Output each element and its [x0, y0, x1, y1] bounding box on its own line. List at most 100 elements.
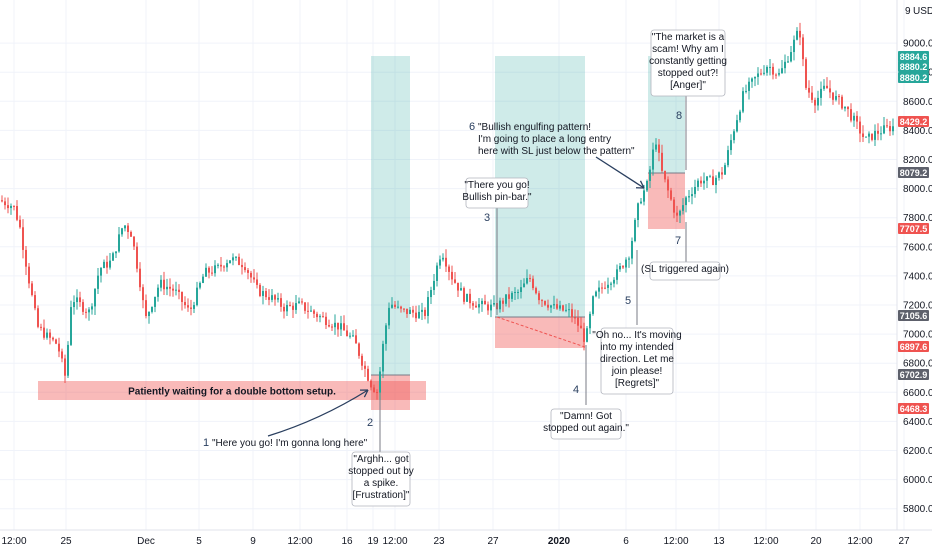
candle-body: [154, 296, 156, 307]
price-badge: [898, 403, 929, 414]
candle-body: [871, 133, 873, 140]
candle-body: [880, 133, 882, 135]
time-tick-label: 27: [898, 536, 910, 547]
price-badge: [898, 223, 929, 234]
annotation-2-text: stopped out by: [348, 466, 414, 477]
candle-body: [148, 311, 150, 317]
time-axis[interactable]: 12:00 25 Dec 5 9 12:00 16 19 12:00 23 27 2020 6 12:00…: [0, 529, 932, 547]
candle-body: [514, 292, 516, 294]
candle-body: [238, 256, 240, 265]
candle-body: [841, 96, 843, 109]
price-tick-label: 7200.0: [903, 301, 932, 312]
time-tick-label: 16: [341, 536, 353, 547]
candle-body: [673, 199, 675, 213]
candle-body: [232, 257, 234, 261]
candle-body: [481, 300, 483, 305]
candle-body: [784, 61, 786, 69]
candle-body: [889, 126, 891, 132]
candle-body: [202, 276, 204, 283]
candle-body: [283, 306, 285, 312]
annotation-5-text: "Oh no... It's moving: [592, 330, 681, 341]
annotation-8-text: scam! Why am I: [652, 44, 724, 55]
time-tick-label: 6: [623, 536, 629, 547]
price-tick-label: 8400.0: [903, 126, 932, 137]
candle-body: [316, 313, 318, 318]
currency-label: USD: [913, 6, 932, 17]
candle-body: [415, 312, 417, 319]
candle-body: [568, 309, 570, 311]
candle-body: [364, 365, 366, 369]
candle-body: [802, 37, 804, 60]
candle-body: [721, 172, 723, 175]
candle-body: [235, 256, 237, 258]
time-tick-label: Dec: [137, 536, 155, 547]
candle-body: [865, 136, 867, 138]
annotation-layer: 1 "Here you go! I'm gonna long here" 2 "Arg…: [203, 29, 729, 507]
candle-body: [10, 205, 12, 209]
candle-body: [658, 144, 660, 153]
candle-body: [751, 78, 753, 82]
price-badge-label: 6468.3: [900, 404, 928, 414]
time-tick-label: 12:00: [663, 536, 688, 547]
candle-body: [265, 291, 267, 298]
stop-loss-zone: [648, 173, 685, 229]
price-axis[interactable]: 5800.0 6000.0 6200.0 6400.0 6600.0 6800.0 7000…: [896, 0, 932, 530]
candle-body: [163, 279, 165, 290]
candle-body: [874, 130, 876, 140]
candle-body: [640, 201, 642, 204]
annotation-5-text: into my intended: [600, 342, 673, 353]
annotation-2-box: [351, 451, 411, 507]
candle-body: [583, 328, 585, 342]
candle-body: [814, 99, 816, 106]
price-tick-label: 6800.0: [903, 359, 932, 370]
price-tick-label: 6400.0: [903, 417, 932, 428]
price-badge: [898, 341, 929, 352]
candle-body: [406, 308, 408, 314]
candle-body: [634, 220, 636, 241]
candle-body: [241, 264, 243, 268]
candle-body: [274, 295, 276, 300]
candle-body: [259, 284, 261, 296]
candle-body: [679, 210, 681, 216]
candle-body: [184, 301, 186, 306]
candle-body: [88, 309, 90, 313]
candle-body: [112, 253, 114, 261]
price-tick-label: 6600.0: [903, 388, 932, 399]
candle-body: [838, 96, 840, 98]
candle-body: [412, 309, 414, 313]
candle-body: [442, 257, 444, 260]
annotation-8-number: 8: [676, 110, 682, 122]
candle-body: [763, 72, 765, 74]
candle-body: [136, 246, 138, 269]
candle-body: [652, 149, 654, 170]
candle-body: [862, 133, 864, 137]
candle-body: [625, 259, 627, 268]
candle-body: [706, 176, 708, 181]
price-tick-label: 8600.0: [903, 97, 932, 108]
price-badge: [898, 116, 929, 127]
candle-body: [562, 305, 564, 311]
candle-body: [157, 287, 159, 297]
candle-body: [124, 225, 126, 229]
time-tick-label: 9: [250, 536, 256, 547]
candle-body: [769, 66, 771, 68]
candle-body: [181, 292, 183, 302]
candle-body: [64, 358, 66, 376]
candle-body: [220, 264, 222, 267]
candle-body: [61, 351, 63, 359]
price-tick-label: 8000.0: [903, 184, 932, 195]
candle-body: [343, 323, 345, 331]
price-badge: [898, 51, 929, 62]
candle-body: [25, 249, 27, 267]
annotation-6-arrow: [595, 156, 645, 189]
candle-body: [4, 201, 6, 206]
candle-body: [394, 304, 396, 307]
annotation-3-text: Bullish pin-bar.": [462, 192, 532, 203]
candle-body: [139, 268, 141, 288]
candle-body: [379, 371, 381, 393]
candle-body: [91, 306, 93, 310]
price-badge-label: 7707.5: [900, 224, 928, 234]
candle-body: [94, 288, 96, 307]
candle-body: [19, 219, 21, 228]
